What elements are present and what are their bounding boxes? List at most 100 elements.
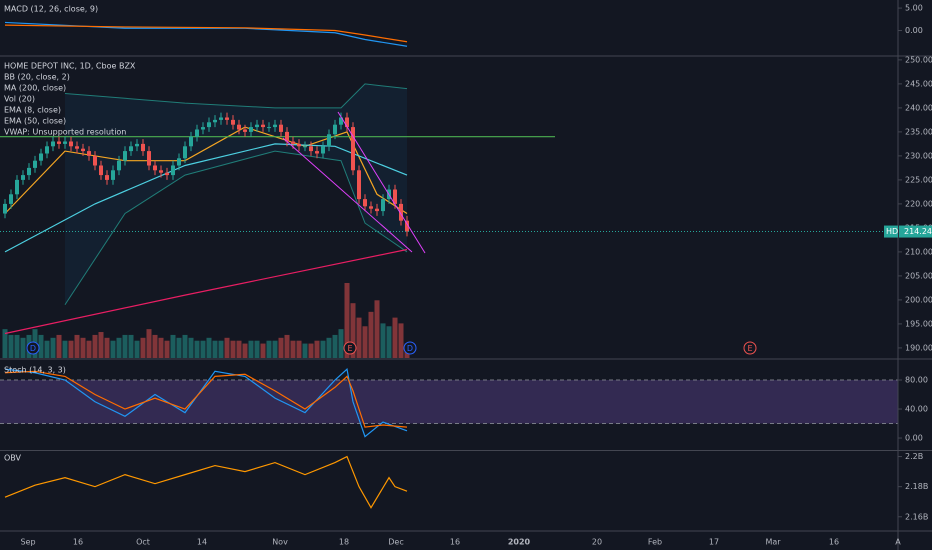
- x-tick-label: Sep: [20, 538, 35, 547]
- y-tick-label: 0.00: [905, 26, 923, 35]
- candle-body: [393, 189, 397, 204]
- indicator-line: [4, 21, 408, 47]
- candle-body: [309, 146, 313, 152]
- candle-body: [303, 146, 307, 148]
- stoch-band: [0, 380, 898, 424]
- volume-bar: [296, 340, 302, 358]
- candle-body: [111, 170, 115, 180]
- volume-bar: [266, 340, 272, 358]
- x-tick-label: 16: [829, 538, 839, 547]
- event-marker: [26, 341, 40, 355]
- legend-entry: MA (200, close): [4, 84, 66, 93]
- y-tick-label: 0.00: [905, 434, 923, 443]
- volume-bar: [254, 340, 260, 358]
- candle-body: [375, 208, 379, 212]
- volume-bar: [320, 340, 326, 358]
- legend-entry: Vol (20): [4, 95, 35, 104]
- volume-bar: [74, 334, 80, 358]
- trend-line: [337, 111, 426, 254]
- candle-body: [51, 141, 55, 147]
- volume-bar: [200, 340, 206, 358]
- bb-upper: [64, 83, 408, 109]
- y-tick-label: 235.00: [905, 127, 932, 136]
- volume-bar: [98, 332, 104, 358]
- indicator-line: [4, 455, 408, 509]
- volume-bar: [392, 317, 398, 358]
- volume-bar: [338, 329, 344, 358]
- y-tick-label: 220.00: [905, 199, 932, 208]
- volume-bar: [206, 337, 212, 358]
- volume-bar: [44, 340, 50, 358]
- candle-body: [39, 153, 43, 161]
- volume-bar: [356, 317, 362, 358]
- y-tick-label: 250.00: [905, 55, 932, 64]
- candle-body: [261, 124, 265, 128]
- volume-bar: [242, 343, 248, 358]
- candle-body: [3, 203, 7, 214]
- volume-bar: [374, 300, 380, 358]
- candle-body: [63, 141, 67, 144]
- candle-body: [315, 151, 319, 154]
- volume-bar: [212, 340, 218, 358]
- candle-body: [57, 141, 61, 144]
- x-tick-label: Dec: [388, 538, 403, 547]
- y-tick-label: 2.2B: [905, 452, 923, 461]
- y-tick-label: 200.00: [905, 295, 932, 304]
- volume-bar: [278, 337, 284, 358]
- candle-body: [237, 124, 241, 130]
- volume-bar: [260, 343, 266, 358]
- plot-layer: [0, 21, 898, 509]
- candle-body: [249, 127, 253, 132]
- y-tick-label: 190.00: [905, 343, 932, 352]
- candle-body: [183, 146, 187, 159]
- y-tick-label: 5.00: [905, 4, 923, 13]
- candle-body: [405, 220, 409, 232]
- volume-bar: [140, 337, 146, 358]
- y-tick-label: 205.00: [905, 271, 932, 280]
- volume-bar: [398, 323, 404, 358]
- volume-bar: [248, 340, 254, 358]
- candle-body: [117, 160, 121, 171]
- candle-body: [147, 151, 151, 166]
- x-tick-label: 18: [339, 538, 349, 547]
- volume-bar: [176, 337, 182, 358]
- candle-body: [135, 143, 139, 147]
- volume-bar: [146, 329, 152, 358]
- candle-body: [321, 146, 325, 154]
- candle-body: [279, 124, 283, 132]
- x-tick-label: A: [895, 538, 901, 547]
- candle-body: [369, 206, 373, 209]
- candle-body: [93, 155, 97, 166]
- candle-body: [69, 141, 73, 147]
- volume-bar: [218, 340, 224, 358]
- volume-bar: [134, 340, 140, 358]
- event-label: D: [407, 344, 413, 353]
- volume-bar: [92, 334, 98, 358]
- event-label: E: [347, 344, 352, 353]
- volume-bar: [164, 340, 170, 358]
- candle-body: [189, 136, 193, 147]
- symbol-tag: [884, 225, 898, 238]
- candle-body: [333, 124, 337, 135]
- candle-body: [357, 170, 361, 200]
- event-label: E: [747, 344, 752, 353]
- y-tick-label: 80.00: [905, 376, 928, 385]
- candle-body: [171, 165, 175, 176]
- indicator-line: [4, 143, 408, 253]
- y-tick-label: 230.00: [905, 151, 932, 160]
- x-tick-label: Mar: [765, 538, 781, 547]
- volume-bar: [350, 303, 356, 358]
- volume-bar: [86, 340, 92, 358]
- candle-body: [15, 179, 19, 195]
- indicator-line: [4, 370, 408, 428]
- volume-bar: [14, 334, 20, 358]
- volume-bar: [2, 329, 8, 358]
- x-tick-label: 17: [709, 538, 719, 547]
- event-marker: [343, 341, 357, 355]
- volume-bar: [170, 334, 176, 358]
- candle-body: [21, 175, 25, 180]
- candle-body: [165, 172, 169, 176]
